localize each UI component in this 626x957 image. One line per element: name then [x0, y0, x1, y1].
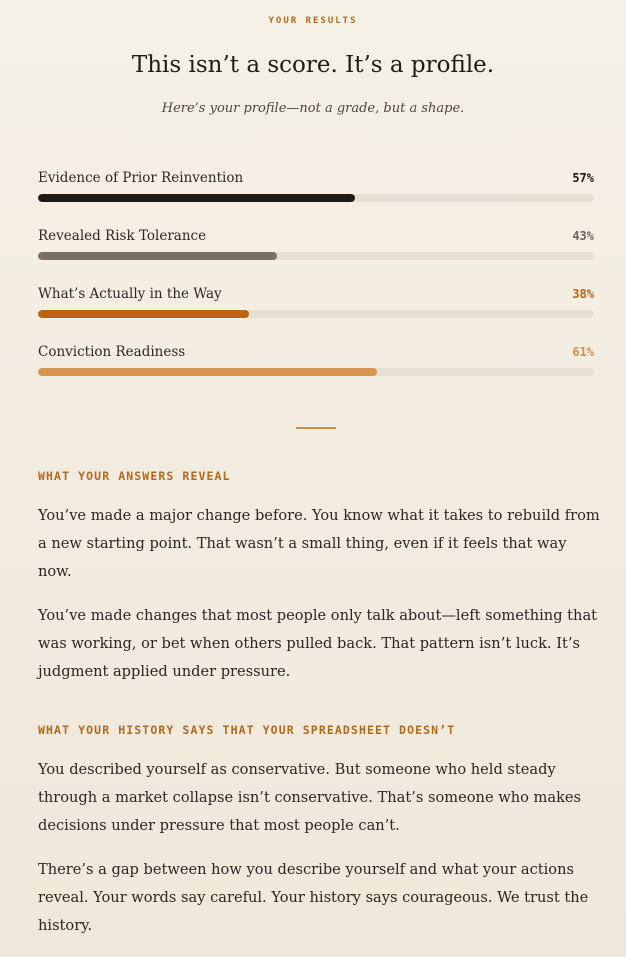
metric-track [38, 368, 594, 376]
page-title: This isn’t a score. It’s a profile. [131, 52, 495, 78]
metric-value: 38% [572, 287, 594, 301]
history-paragraph-2: There’s a gap between how you describe y… [38, 861, 589, 934]
section-divider [296, 427, 336, 429]
metric-label: What’s Actually in the Way [38, 286, 222, 302]
metric-label: Conviction Readiness [38, 344, 186, 360]
metric-value: 43% [572, 229, 594, 243]
answers-paragraph-1: You’ve made a major change before. You k… [38, 507, 600, 580]
answers-paragraph-2: You’ve made changes that most people onl… [38, 607, 598, 680]
metric-label: Revealed Risk Tolerance [38, 228, 207, 244]
metric-prior-reinvention: Evidence of Prior Reinvention 57% [38, 168, 594, 226]
metric-conviction-readiness: Conviction Readiness 61% [38, 342, 594, 400]
metric-bar-fill [38, 194, 355, 202]
metric-bar-fill [38, 252, 278, 260]
metric-risk-tolerance: Revealed Risk Tolerance 43% [38, 226, 594, 284]
metric-track [38, 310, 594, 318]
metric-value: 57% [572, 171, 594, 185]
metric-bar-fill [38, 368, 378, 376]
history-paragraph-1: You described yourself as conservative. … [38, 761, 582, 834]
results-eyebrow: YOUR RESULTS [268, 16, 358, 26]
metric-label: Evidence of Prior Reinvention [38, 170, 244, 186]
section-heading-answers: WHAT YOUR ANSWERS REVEAL [38, 469, 231, 483]
profile-metrics: Evidence of Prior Reinvention 57% Reveal… [38, 168, 594, 400]
metric-track [38, 252, 594, 260]
metric-obstacles: What’s Actually in the Way 38% [38, 284, 594, 342]
metric-value: 61% [572, 345, 594, 359]
section-heading-history: WHAT YOUR HISTORY SAYS THAT YOUR SPREADS… [38, 723, 456, 737]
metric-track [38, 194, 594, 202]
page-subtitle: Here’s your profile—not a grade, but a s… [161, 101, 465, 116]
metric-bar-fill [38, 310, 250, 318]
